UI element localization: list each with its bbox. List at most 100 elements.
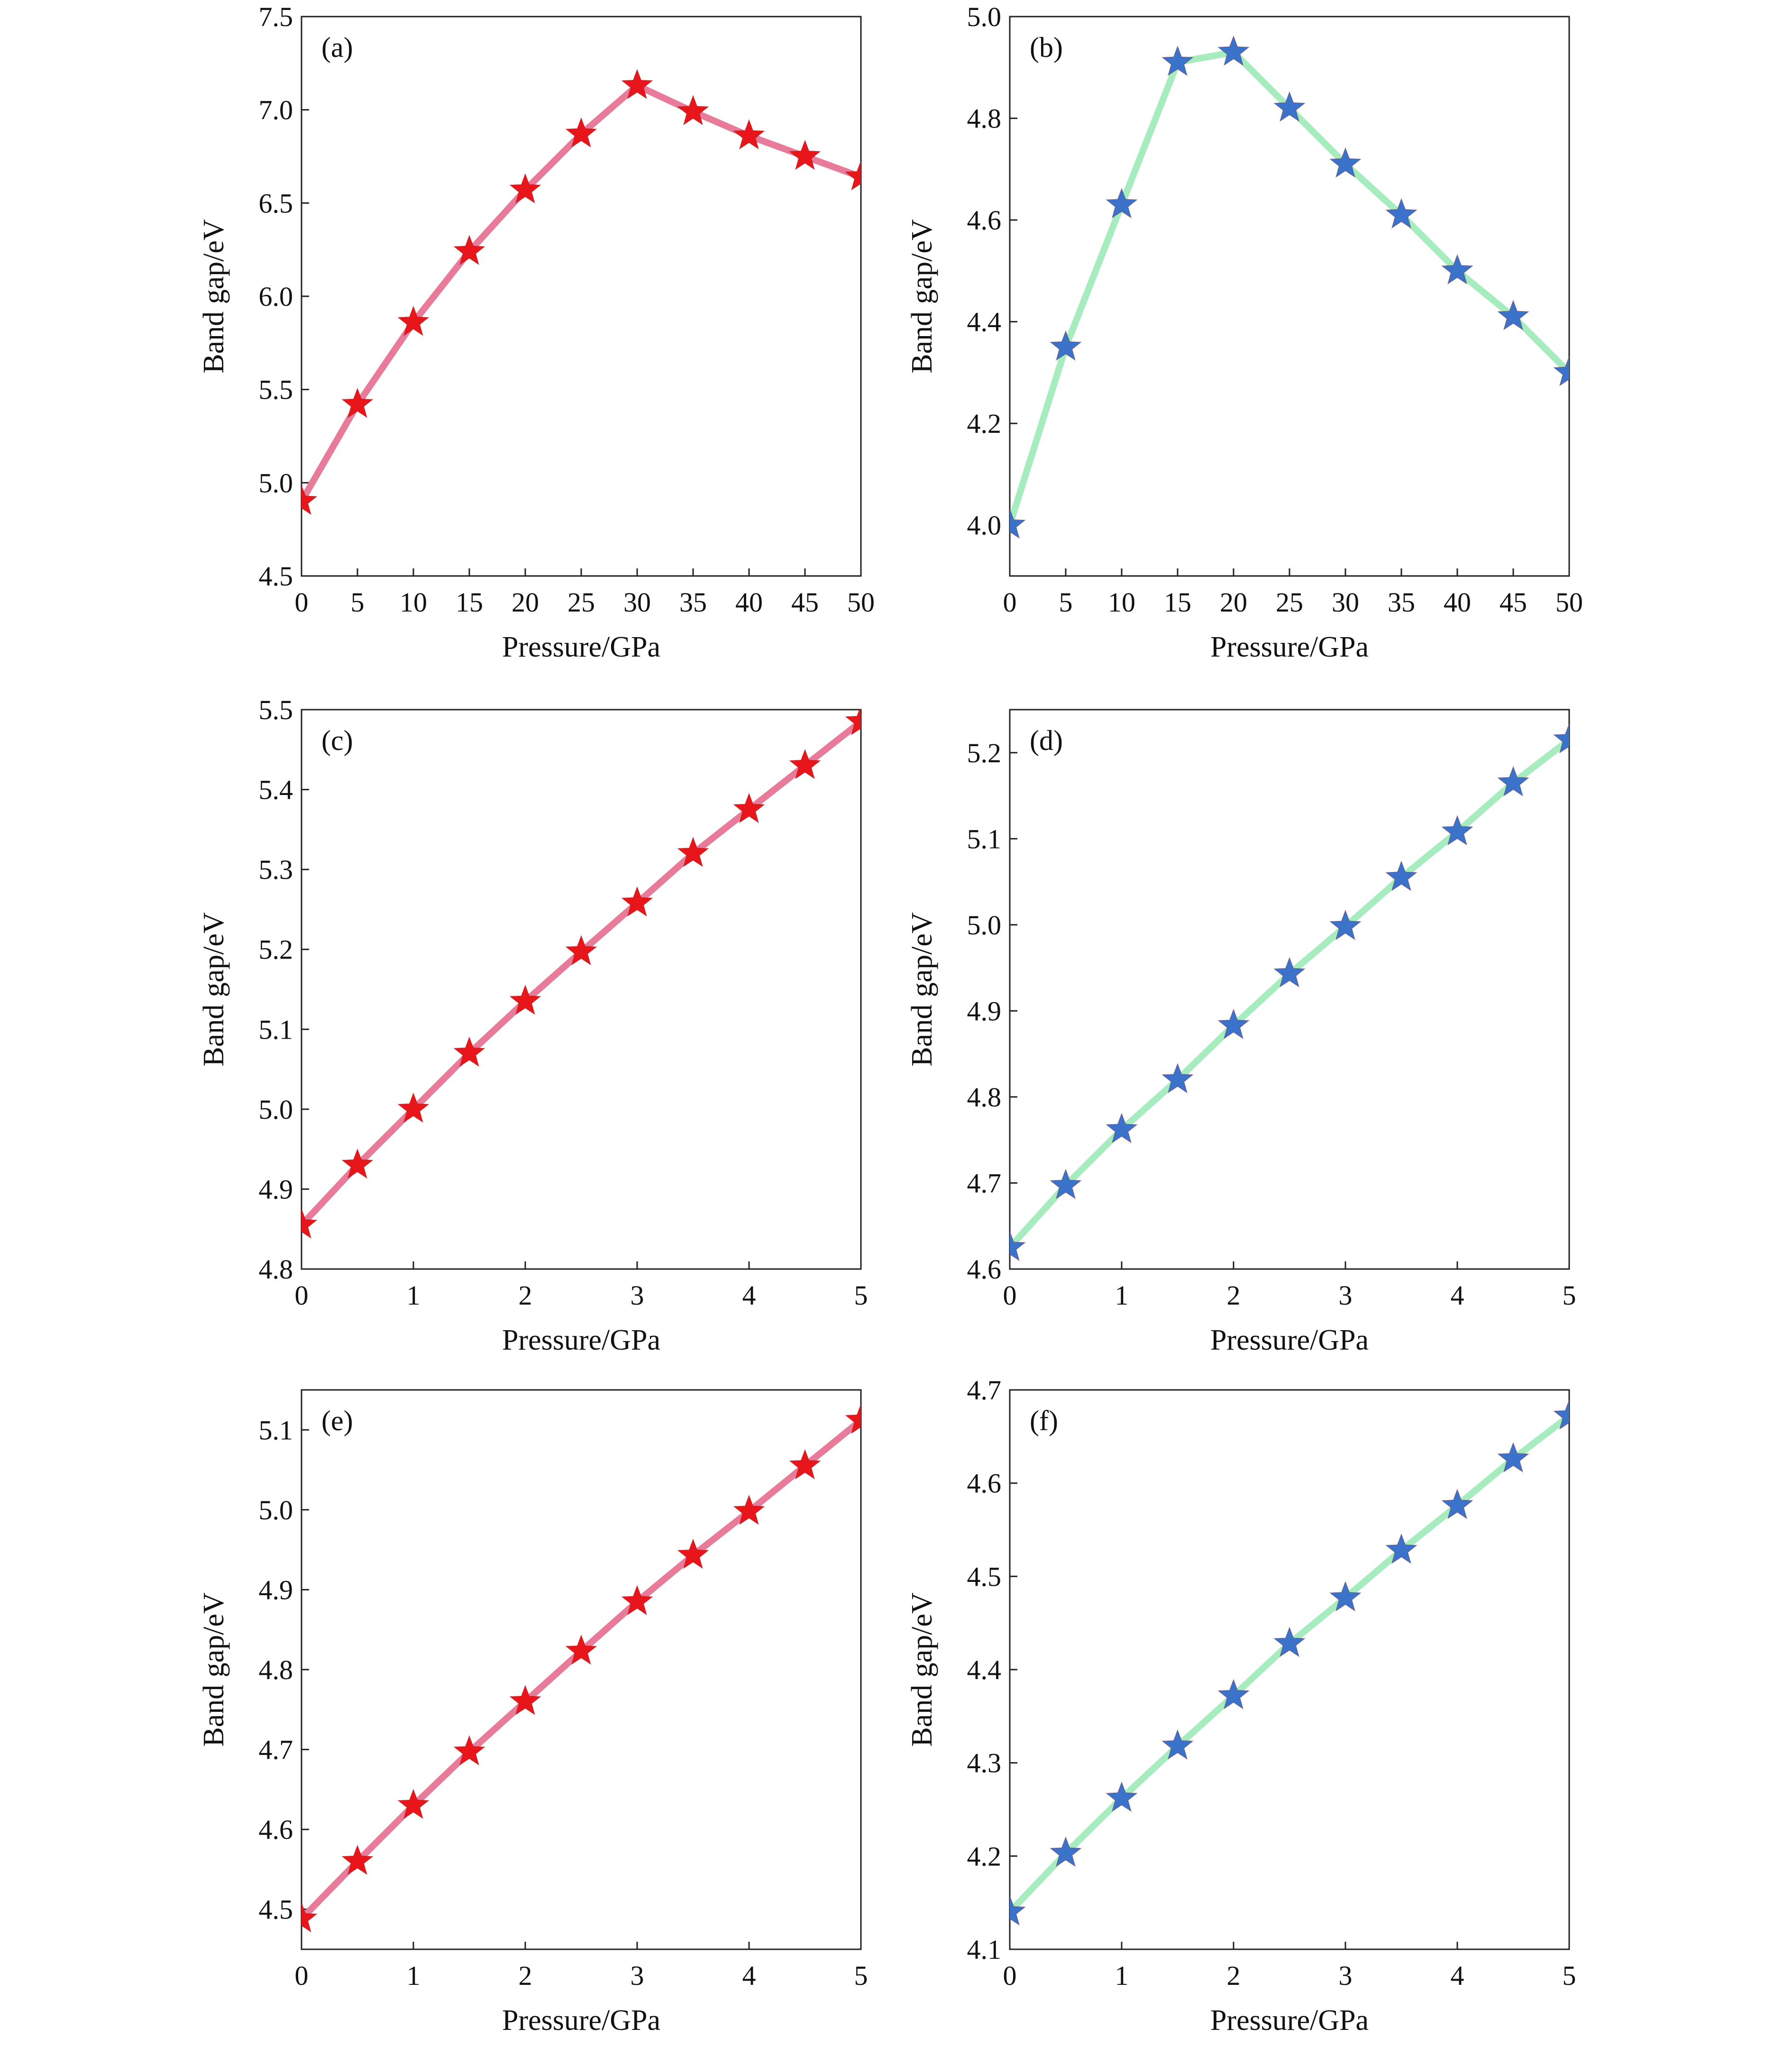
marker-group (1010, 722, 1569, 1261)
x-axis-label: Pressure/GPa (502, 2004, 660, 2037)
x-tick-label: 45 (791, 587, 819, 618)
x-tick-label: 2 (1227, 1960, 1241, 1991)
y-tick-label: 5.0 (259, 467, 293, 498)
y-tick-label: 6.0 (259, 281, 293, 312)
data-point (1441, 254, 1474, 285)
data-point (1217, 1008, 1250, 1040)
x-tick-label: 0 (1003, 1960, 1017, 1991)
y-tick-label: 5.1 (967, 823, 1002, 854)
y-tick-label: 4.7 (967, 1168, 1002, 1198)
x-axis-label: Pressure/GPa (502, 1324, 660, 1356)
x-tick-label: 20 (512, 587, 539, 618)
data-point (1329, 909, 1362, 941)
data-point (565, 1634, 598, 1665)
x-tick-label: 50 (847, 587, 875, 618)
y-tick-label: 4.8 (967, 1082, 1002, 1113)
y-tick-label: 5.0 (967, 910, 1002, 941)
x-axis-label: Pressure/GPa (1210, 2004, 1369, 2037)
data-point (1105, 1781, 1138, 1812)
data-point (1161, 1729, 1194, 1760)
data-point (1161, 1062, 1194, 1094)
y-tick-label: 5.2 (967, 738, 1002, 768)
y-tick-label: 4.6 (967, 1254, 1002, 1285)
y-tick-label: 5.5 (259, 374, 293, 405)
data-point (341, 1148, 374, 1179)
data-point (677, 1538, 710, 1570)
y-tick-label: 5.1 (259, 1415, 293, 1445)
data-point (509, 173, 542, 204)
y-tick-label: 4.5 (259, 1894, 293, 1925)
y-tick-label: 4.8 (967, 103, 1002, 134)
y-tick-label: 4.5 (259, 561, 293, 592)
y-tick-label: 5.2 (259, 934, 293, 965)
x-tick-label: 4 (1451, 1960, 1464, 1991)
data-point (732, 1494, 766, 1525)
x-tick-label: 4 (1451, 1280, 1464, 1311)
series-line (1010, 1413, 1569, 1916)
chart-panel-b: 0 5 10 15 20 25 30 35 40 45 50 4.0 4.2 4.4 4.6 4.8 5.0 Pr… (906, 1, 1583, 663)
x-tick-label: 30 (1332, 587, 1359, 618)
data-point (565, 934, 598, 966)
x-tick-label: 45 (1499, 587, 1527, 618)
x-tick-label: 40 (1444, 587, 1471, 618)
data-point (1497, 299, 1530, 331)
y-tick-label: 4.8 (259, 1254, 293, 1285)
x-tick-label: 10 (400, 587, 427, 618)
x-tick-label: 1 (1115, 1280, 1129, 1311)
chart-panel-d: 0 1 2 3 4 5 4.6 4.7 4.8 4.9 5.0 5.1 5.2 Pressure/GPa B… (906, 709, 1576, 1356)
data-point (302, 484, 318, 515)
x-tick-label: 2 (1227, 1280, 1241, 1311)
y-axis-label: Band gap/eV (906, 219, 938, 374)
data-point (621, 68, 654, 100)
data-point (1049, 330, 1082, 361)
y-tick-label: 7.0 (259, 95, 293, 126)
data-point (844, 160, 861, 191)
y-tick-label: 4.9 (967, 996, 1002, 1026)
data-point (1010, 1895, 1026, 1926)
chart-panel-a: 0 5 10 15 20 25 30 35 40 45 50 4.5 5.0 5.5 6.0 6.5 7.0 7.… (198, 1, 875, 663)
data-point (509, 984, 542, 1015)
x-tick-label: 0 (295, 1280, 309, 1311)
marker-group (302, 710, 861, 1239)
x-tick-label: 0 (295, 1960, 309, 1991)
data-point (1217, 35, 1250, 66)
data-point (453, 234, 486, 265)
data-point (397, 1788, 430, 1819)
panel-label: (e) (321, 1405, 353, 1436)
x-tick-label: 40 (735, 587, 763, 618)
y-tick-label: 5.1 (259, 1014, 293, 1045)
y-tick-label: 4.9 (259, 1574, 293, 1605)
y-tick-label: 5.5 (259, 694, 293, 725)
data-point (1441, 814, 1474, 846)
y-tick-label: 5.0 (967, 1, 1002, 32)
y-tick-label: 4.7 (259, 1735, 293, 1765)
data-point (1010, 1230, 1026, 1261)
y-tick-label: 4.4 (967, 1654, 1002, 1685)
y-tick-label: 5.4 (259, 775, 293, 805)
y-tick-label: 4.4 (967, 307, 1002, 338)
chart-panel-c: 0 1 2 3 4 5 4.8 4.9 5.0 5.1 5.2 5.3 5.4 5.5 Pressure/G… (198, 694, 868, 1356)
plot-frame (301, 709, 862, 1270)
data-point (844, 710, 861, 736)
data-point (1385, 1533, 1418, 1564)
x-tick-label: 2 (519, 1960, 532, 1991)
x-tick-label: 3 (631, 1280, 644, 1311)
x-tick-label: 5 (1563, 1280, 1576, 1311)
y-tick-label: 4.6 (259, 1814, 293, 1845)
y-tick-label: 4.7 (967, 1375, 1002, 1406)
data-point (1049, 1168, 1082, 1200)
x-tick-label: 5 (854, 1280, 868, 1311)
x-tick-label: 20 (1220, 587, 1247, 618)
x-tick-label: 25 (1276, 587, 1303, 618)
data-point (1010, 508, 1026, 539)
x-axis-label: Pressure/GPa (1210, 631, 1369, 663)
y-axis-label: Band gap/eV (198, 912, 230, 1067)
data-point (509, 1684, 542, 1716)
data-point (341, 1844, 374, 1875)
y-tick-label: 4.3 (967, 1748, 1002, 1779)
data-point (621, 886, 654, 917)
x-tick-label: 0 (1003, 587, 1017, 618)
data-point (1273, 957, 1306, 988)
x-tick-label: 2 (519, 1280, 532, 1311)
